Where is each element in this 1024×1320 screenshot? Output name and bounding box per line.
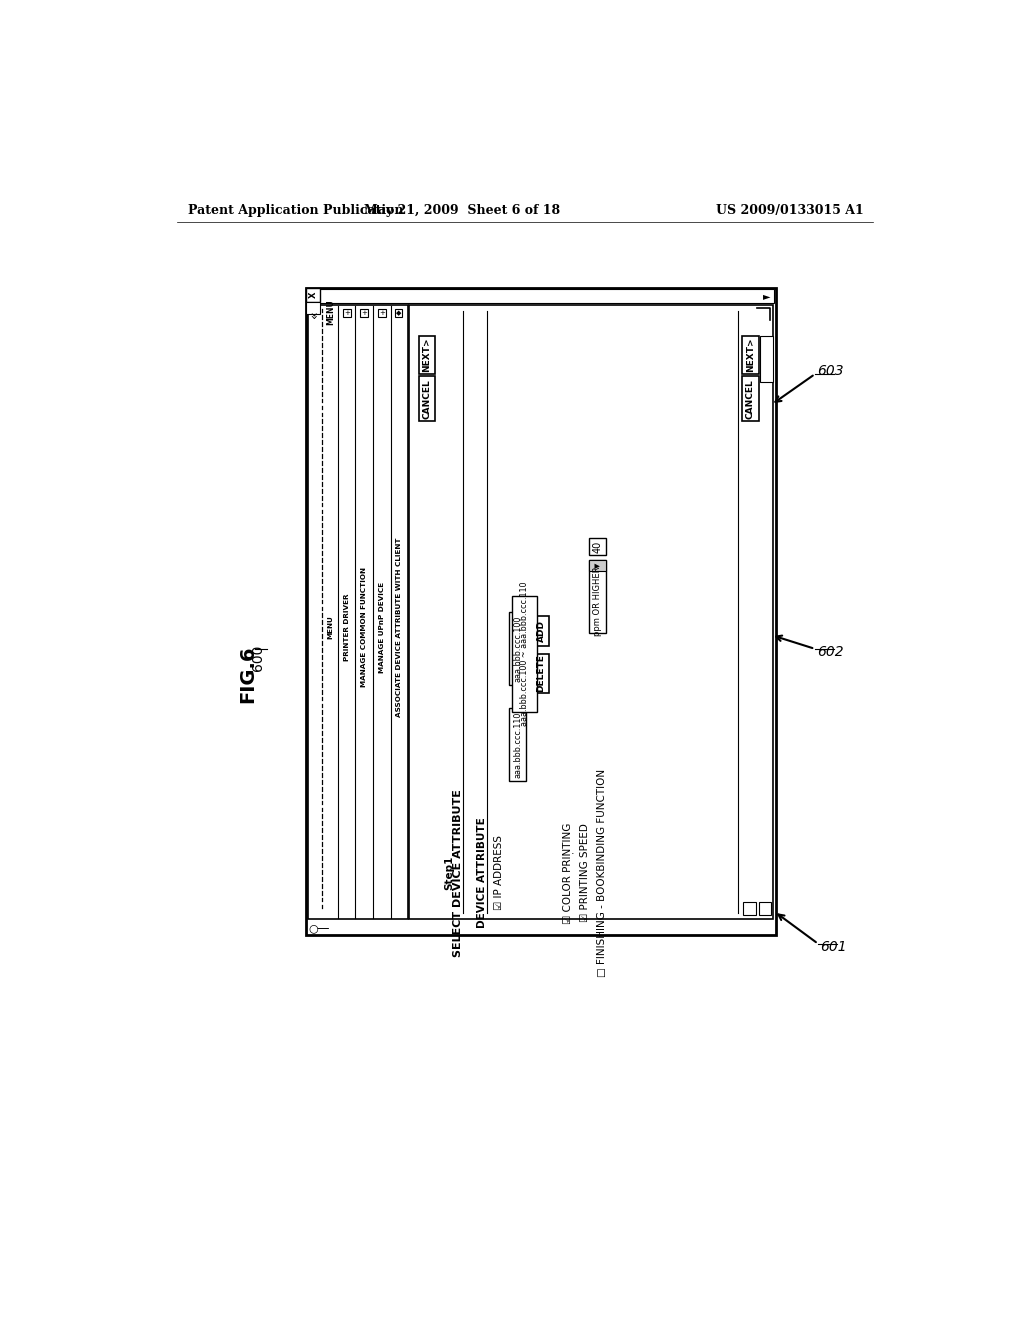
Bar (512, 597, 538, 711)
Bar (306, 288, 776, 935)
Text: CANCEL: CANCEL (745, 379, 755, 418)
Text: DEVICE ATTRIBUTE: DEVICE ATTRIBUTE (477, 817, 487, 928)
Bar (761, 335, 773, 381)
Text: ◄: ◄ (311, 292, 319, 301)
Text: ☑ COLOR PRINTING: ☑ COLOR PRINTING (563, 822, 573, 924)
Text: ○: ○ (308, 924, 317, 933)
Bar (590, 560, 606, 632)
Text: NEXT>: NEXT> (745, 338, 755, 372)
Text: MENU: MENU (328, 615, 334, 639)
Text: ▼: ▼ (595, 562, 601, 568)
Bar (509, 708, 526, 781)
Text: 600: 600 (251, 644, 265, 671)
Bar (590, 560, 606, 570)
Text: «: « (308, 310, 322, 318)
Bar (378, 309, 386, 317)
Text: 602: 602 (817, 645, 844, 659)
Bar (394, 309, 402, 317)
Text: —: — (316, 921, 330, 935)
Bar (742, 376, 759, 421)
Bar (509, 611, 526, 685)
Text: Patent Application Publication: Patent Application Publication (188, 205, 403, 218)
Text: FIG.6: FIG.6 (239, 645, 257, 704)
Text: NEXT>: NEXT> (423, 338, 431, 372)
Text: ►: ► (763, 292, 770, 301)
Text: ►: ► (761, 906, 770, 911)
Text: 40: 40 (593, 540, 603, 553)
Text: MANAGE COMMON FUNCTION: MANAGE COMMON FUNCTION (361, 568, 368, 688)
Bar (742, 335, 759, 374)
Text: +: + (344, 310, 350, 317)
Bar (419, 335, 435, 374)
Text: X: X (308, 292, 317, 298)
Bar (307, 289, 774, 304)
Text: PRINTER DRIVER: PRINTER DRIVER (344, 594, 350, 661)
Text: 601: 601 (820, 940, 847, 954)
Text: ASSOCIATE DEVICE ATTRIBUTE WITH CLIENT: ASSOCIATE DEVICE ATTRIBUTE WITH CLIENT (395, 537, 401, 717)
Bar (590, 539, 606, 556)
Text: 603: 603 (817, 364, 844, 378)
Text: DELETE: DELETE (537, 655, 546, 692)
Text: ◄: ◄ (745, 906, 754, 911)
Text: +: + (379, 310, 385, 317)
Text: MENU: MENU (327, 300, 335, 325)
Text: ☑ PRINTING SPEED: ☑ PRINTING SPEED (581, 824, 590, 923)
Text: +: + (361, 310, 368, 317)
Bar (419, 376, 435, 421)
Text: aaa.bbb.ccc.100 ~ aaa.bbb.ccc.110: aaa.bbb.ccc.100 ~ aaa.bbb.ccc.110 (520, 582, 529, 726)
Text: ◆: ◆ (396, 310, 401, 317)
Text: aaa.bbb.ccc.110: aaa.bbb.ccc.110 (513, 711, 522, 777)
Text: ppm OR HIGHER: ppm OR HIGHER (594, 566, 602, 636)
Text: CANCEL: CANCEL (423, 379, 431, 418)
Bar (307, 305, 408, 919)
Text: ~: ~ (511, 689, 524, 700)
Bar (743, 903, 756, 915)
Text: .: . (570, 846, 574, 857)
Text: Step1: Step1 (444, 855, 454, 890)
Text: SELECT DEVICE ATTRIBUTE: SELECT DEVICE ATTRIBUTE (454, 789, 463, 957)
Text: US 2009/0133015 A1: US 2009/0133015 A1 (716, 205, 863, 218)
Text: ADD: ADD (537, 620, 546, 642)
Bar (410, 305, 773, 919)
Bar (306, 288, 319, 302)
Text: MANAGE UPnP DEVICE: MANAGE UPnP DEVICE (379, 582, 385, 673)
Bar (360, 309, 368, 317)
Text: ☑ IP ADDRESS: ☑ IP ADDRESS (494, 836, 504, 911)
Bar (343, 309, 351, 317)
Text: □ FINISHING - BOOKBINDING FUNCTION: □ FINISHING - BOOKBINDING FUNCTION (597, 768, 607, 977)
Text: aaa.bbb.ccc.100: aaa.bbb.ccc.100 (513, 615, 522, 681)
Bar (759, 903, 771, 915)
Bar (532, 655, 550, 693)
Bar (306, 302, 319, 314)
Bar (532, 615, 550, 647)
Text: May 21, 2009  Sheet 6 of 18: May 21, 2009 Sheet 6 of 18 (364, 205, 560, 218)
